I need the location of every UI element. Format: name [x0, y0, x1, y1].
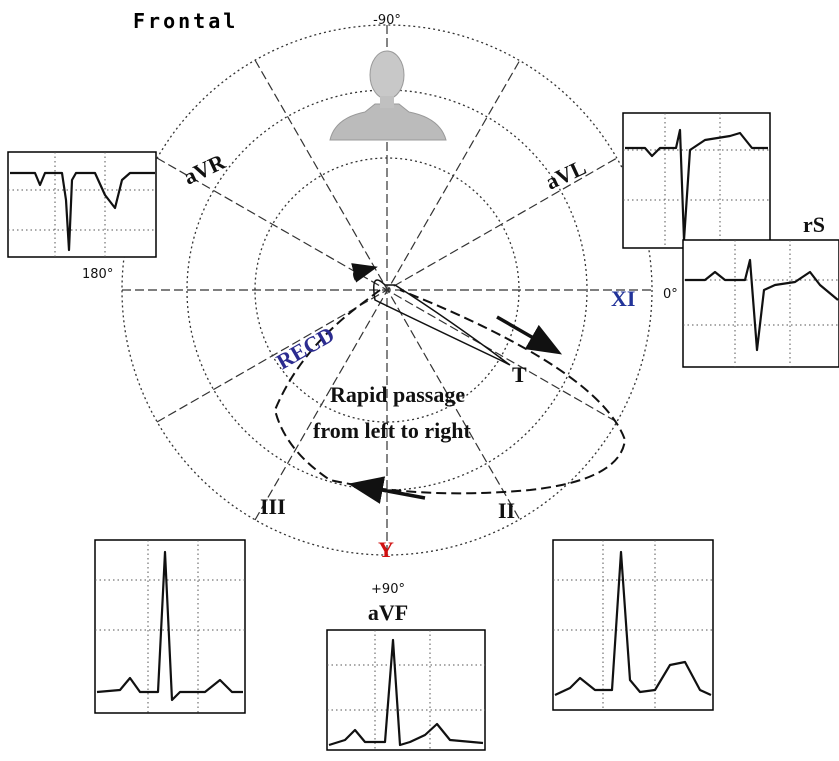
angle-label: +90°	[371, 582, 405, 597]
loop-label: RECD	[272, 322, 338, 375]
ecg-avf	[326, 629, 486, 751]
axes	[122, 25, 652, 555]
annotation: from left to right	[313, 418, 471, 443]
lead-label: aVL	[542, 154, 590, 194]
angle-label: -90°	[373, 13, 401, 28]
axis-label: XI	[611, 286, 635, 311]
ecg-avr	[7, 151, 157, 258]
vector-loop	[273, 263, 627, 504]
view-label: Frontal	[133, 9, 238, 33]
angle-label: 180°	[82, 267, 113, 282]
angle-label: 0°	[663, 287, 678, 302]
ecg-avl	[622, 112, 771, 249]
lead-label: III	[260, 494, 286, 519]
lead-label: aVR	[180, 148, 230, 189]
head-figure	[329, 50, 447, 141]
lead-label: II	[498, 498, 515, 523]
lead-label: aVF	[368, 600, 408, 625]
annotation: Rapid passage	[330, 382, 465, 407]
ecg-iii	[94, 539, 246, 714]
axis-label: Y	[378, 537, 394, 562]
ecg-ii	[552, 539, 714, 711]
ecg-lead-i	[682, 239, 839, 368]
t-label: T	[512, 362, 527, 387]
pattern-label: rS	[803, 212, 825, 237]
